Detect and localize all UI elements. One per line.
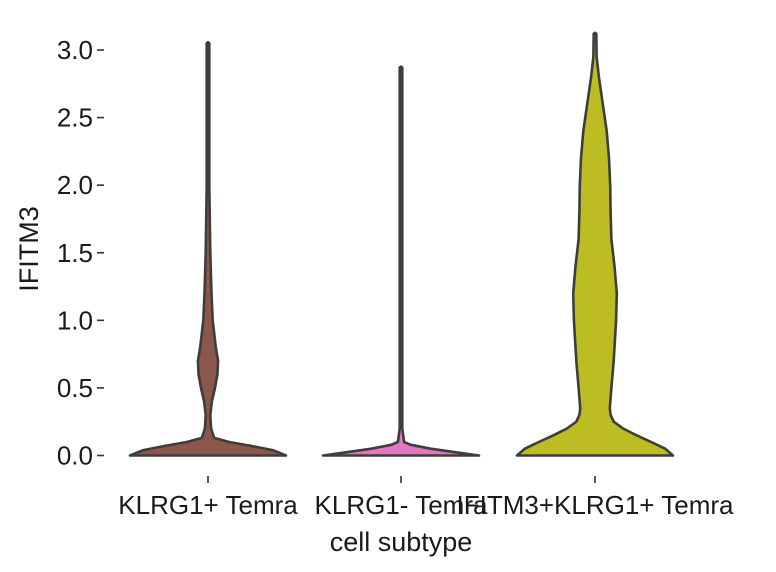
- y-axis-title: IFITM3: [14, 206, 44, 292]
- violin-3: [515, 31, 675, 457]
- x-tick-label: IFITM3+KLRG1+ Temra: [457, 490, 734, 520]
- y-axis: 0.0 0.5 1.0 1.5 2.0 2.5 3.0: [57, 35, 104, 471]
- y-tick-label: 0.5: [57, 373, 93, 403]
- y-tick-label: 2.5: [57, 103, 93, 133]
- x-tick-label: KLRG1- Temra: [315, 490, 488, 520]
- y-tick-label: 2.0: [57, 170, 93, 200]
- y-tick-label: 1.0: [57, 305, 93, 335]
- violin-2: [321, 65, 481, 457]
- x-tick-label: KLRG1+ Temra: [118, 490, 298, 520]
- y-tick-label: 1.5: [57, 238, 93, 268]
- x-axis-title: cell subtype: [330, 527, 473, 557]
- y-tick-label: 3.0: [57, 35, 93, 65]
- violin-1: [128, 40, 288, 457]
- violins-group: [128, 31, 675, 457]
- y-tick-label: 0.0: [57, 441, 93, 471]
